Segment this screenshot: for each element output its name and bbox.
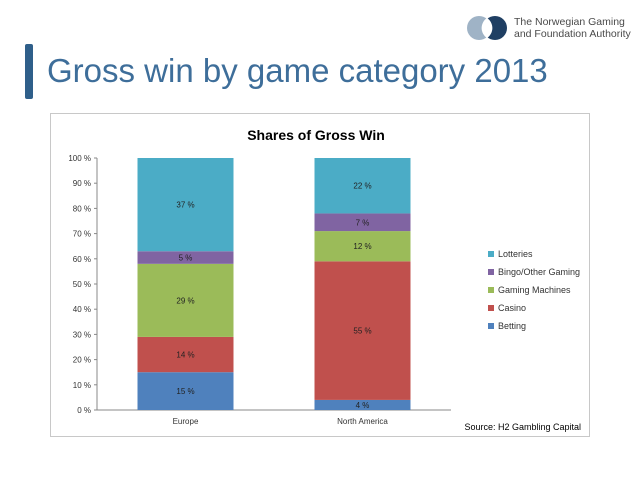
bar-segment <box>137 263 234 337</box>
legend-swatch <box>488 305 494 311</box>
authority-logo: The Norwegian Gaming and Foundation Auth… <box>466 14 631 42</box>
legend-swatch <box>488 287 494 293</box>
logo-icon <box>467 16 507 40</box>
data-label: 37 % <box>176 201 194 210</box>
y-tick-label: 50 % <box>73 280 91 289</box>
logo-text: The Norwegian Gaming and Foundation Auth… <box>514 16 631 40</box>
bar-segment <box>314 231 411 262</box>
legend-label: Gaming Machines <box>498 285 571 295</box>
data-label: 15 % <box>176 387 194 396</box>
legend-swatch <box>488 251 494 257</box>
y-tick-label: 100 % <box>68 154 91 163</box>
bar-segment <box>314 158 411 214</box>
y-tick-label: 80 % <box>73 204 91 213</box>
y-tick-label: 30 % <box>73 330 91 339</box>
source-note: Source: H2 Gambling Capital <box>464 422 581 432</box>
legend-swatch <box>488 269 494 275</box>
x-tick-label: Europe <box>173 417 199 426</box>
data-label: 55 % <box>353 327 371 336</box>
bar-segment <box>137 251 234 264</box>
chart-title: Shares of Gross Win <box>247 127 385 143</box>
y-tick-label: 90 % <box>73 179 91 188</box>
logo-line-2: and Foundation Authority <box>514 28 631 40</box>
chart-area: Shares of Gross Win 0 % 10 % 20 % 30 % 40 % 5… <box>50 113 590 437</box>
bar-segment <box>137 158 234 252</box>
x-tick-label: North America <box>337 417 388 426</box>
y-tick-label: 20 % <box>73 356 91 365</box>
legend-swatch <box>488 323 494 329</box>
y-tick-label: 0 % <box>77 406 91 415</box>
title-accent-bar <box>25 44 33 99</box>
data-label: 4 % <box>356 401 370 410</box>
bar-segment <box>314 261 411 400</box>
y-tick-label: 60 % <box>73 255 91 264</box>
logo-line-1: The Norwegian Gaming <box>514 16 625 28</box>
bar-segment <box>314 213 411 232</box>
data-label: 7 % <box>356 218 370 227</box>
y-tick-label: 40 % <box>73 305 91 314</box>
data-label: 14 % <box>176 351 194 360</box>
data-label: 12 % <box>353 242 371 251</box>
data-label: 5 % <box>179 254 193 263</box>
slide-title: Gross win by game category 2013 <box>47 52 548 89</box>
legend-label: Bingo/Other Gaming <box>498 267 580 277</box>
legend-label: Betting <box>498 321 526 331</box>
bar-segment <box>314 399 411 410</box>
bar-segment <box>137 336 234 373</box>
legend-label: Lotteries <box>498 249 533 259</box>
data-label: 29 % <box>176 296 194 305</box>
y-tick-label: 10 % <box>73 381 91 390</box>
y-tick-label: 70 % <box>73 230 91 239</box>
legend-label: Casino <box>498 303 526 313</box>
data-label: 22 % <box>353 182 371 191</box>
stacked-bar-chart: Shares of Gross Win 0 % 10 % 20 % 30 % 40 % 5… <box>68 127 581 432</box>
bar-segment <box>137 372 234 410</box>
